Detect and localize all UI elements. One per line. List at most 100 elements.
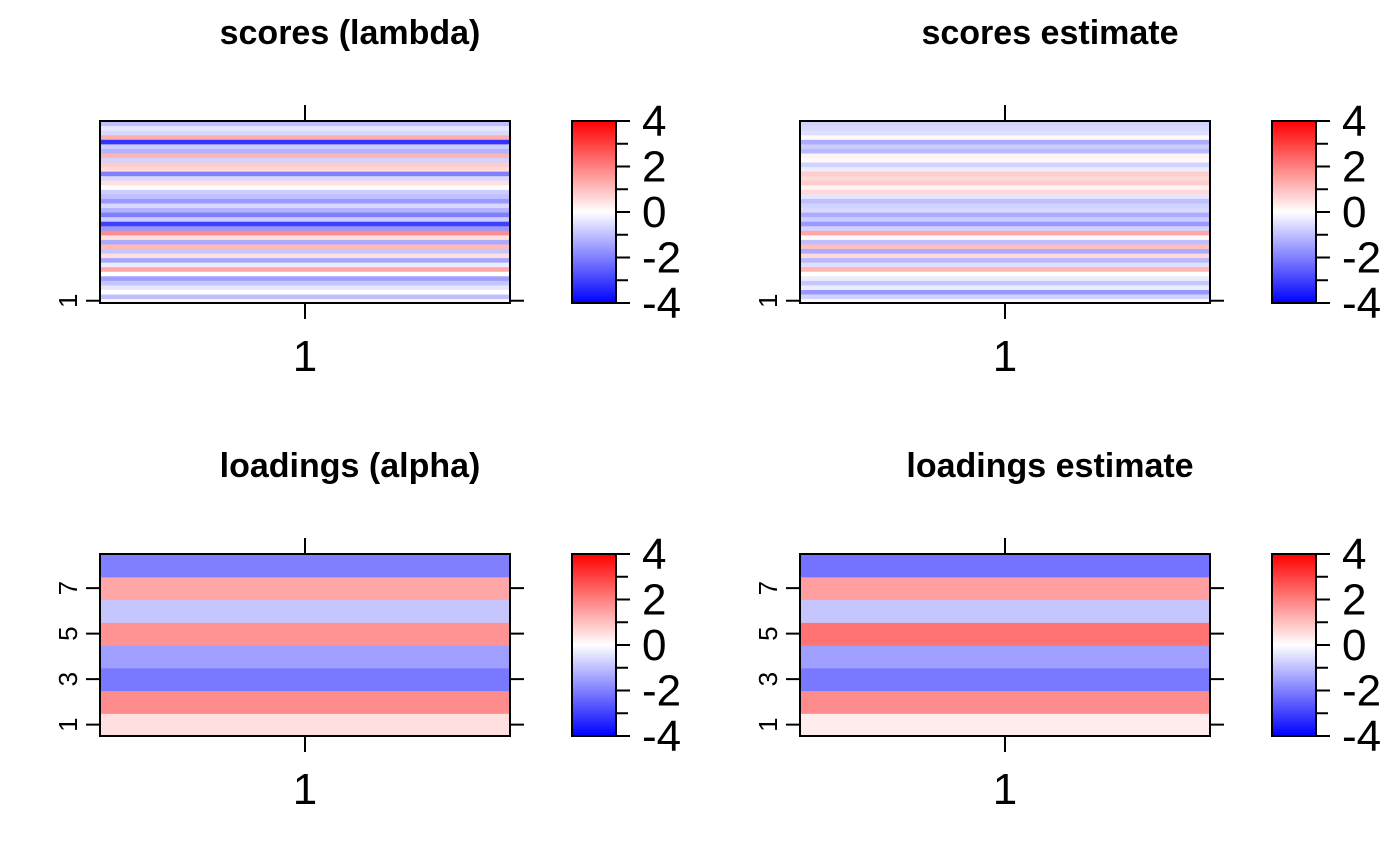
heatmap-cell — [100, 280, 510, 286]
y-tick-label: 1 — [53, 293, 83, 307]
legend-tick-label: 2 — [642, 576, 666, 625]
legend-tick-label: 2 — [1342, 143, 1366, 192]
heatmap-cell — [800, 284, 1210, 290]
heatmap-cell — [100, 599, 510, 623]
heatmap-cell — [100, 152, 510, 158]
heatmap-cell — [800, 225, 1210, 231]
heatmap-cell — [100, 257, 510, 263]
heatmap-cell — [100, 216, 510, 222]
heatmap-cell — [800, 576, 1210, 601]
legend-tick-label: 2 — [642, 143, 666, 192]
heatmap-cell — [800, 262, 1210, 268]
x-tick-label: 1 — [293, 332, 317, 381]
heatmap-cell — [100, 293, 510, 300]
heatmap-cell — [800, 152, 1210, 158]
heatmap-cell — [100, 139, 510, 145]
heatmap-cell — [100, 198, 510, 204]
legend-tick-label: 4 — [642, 97, 666, 146]
heatmap-cell — [100, 298, 510, 304]
x-tick-label: 1 — [293, 765, 317, 814]
heatmap-cell — [100, 184, 510, 190]
heatmap-cell — [800, 289, 1210, 295]
legend-tick-label: 2 — [1342, 576, 1366, 625]
heatmap-cell — [100, 289, 510, 295]
legend-tick-label: 0 — [1342, 188, 1366, 237]
color-legend-bar — [1271, 120, 1317, 304]
y-tick-label: 5 — [53, 626, 83, 640]
heatmap-cell — [800, 198, 1210, 204]
heatmap-cell — [800, 248, 1210, 254]
heatmap-cell — [800, 212, 1210, 218]
heatmap-cell — [800, 234, 1210, 240]
y-tick-label: 5 — [753, 626, 783, 640]
y-tick-label: 1 — [53, 717, 83, 731]
heatmap-panel-2: scores estimate 1 1 420-2-4 — [753, 14, 1381, 381]
heatmap-cell — [100, 252, 510, 259]
heatmap-panel-1: scores (lambda) 1 1 420-2-4 — [53, 14, 681, 381]
heatmap-cell — [100, 554, 510, 578]
legend-tick-label: 4 — [642, 530, 666, 579]
heatmap-cell — [100, 225, 510, 231]
heatmap-cell — [100, 262, 510, 268]
heatmap-cell — [800, 667, 1210, 692]
heatmap-cell — [100, 148, 510, 154]
heatmap-cell — [100, 130, 510, 136]
heatmap-cell — [100, 266, 510, 272]
y-tick-label: 7 — [753, 581, 783, 595]
legend-tick-label: 0 — [1342, 621, 1366, 670]
heatmap-cell — [800, 216, 1210, 222]
legend-tick-label: 0 — [642, 188, 666, 237]
heatmap-cell — [100, 121, 510, 127]
heatmap-cell — [800, 171, 1210, 177]
heatmap-cell — [100, 234, 510, 240]
heatmap-cell — [800, 130, 1210, 136]
heatmap-cell — [800, 166, 1210, 172]
heatmap-cell — [800, 207, 1210, 213]
heatmap-cell — [800, 202, 1210, 209]
legend-tick-label: -2 — [1342, 234, 1381, 283]
heatmap-cell — [800, 139, 1210, 145]
heatmap-cell — [100, 230, 510, 236]
legend-tick-label: -2 — [1342, 667, 1381, 716]
legend-tick-label: 4 — [1342, 530, 1366, 579]
heatmap-cell — [800, 161, 1210, 168]
heatmap-cell — [800, 180, 1210, 186]
heatmap-cell — [100, 576, 510, 601]
y-tick-label: 3 — [753, 672, 783, 686]
heatmap-cell — [800, 690, 1210, 714]
heatmap-cell — [800, 193, 1210, 199]
heatmap-panel-4: loadings estimate 1 1 3 5 7 420-2-4 — [753, 447, 1381, 814]
heatmap-cell — [100, 622, 510, 646]
heatmap-cell — [100, 212, 510, 218]
heatmap-cell — [800, 257, 1210, 263]
heatmap-cell — [800, 125, 1210, 131]
heatmap-cell — [100, 713, 510, 737]
heatmap-cell — [100, 271, 510, 277]
legend-tick-label: -4 — [1342, 712, 1381, 761]
legend-tick-label: -4 — [1342, 279, 1381, 328]
panel-title: loadings estimate — [906, 447, 1193, 485]
y-tick-label: 7 — [53, 581, 83, 595]
heatmap-cell — [800, 175, 1210, 181]
heatmap-cell — [100, 645, 510, 669]
heatmap-cell — [800, 121, 1210, 127]
x-tick-label: 1 — [993, 765, 1017, 814]
heatmap-cell — [800, 189, 1210, 195]
heatmap-cell — [100, 157, 510, 163]
heatmap-cell — [100, 275, 510, 281]
heatmap-cell — [100, 243, 510, 249]
legend-tick-label: -2 — [642, 667, 681, 716]
heatmap-cell — [100, 239, 510, 245]
heatmap-cell — [800, 554, 1210, 578]
heatmap-cell — [100, 175, 510, 181]
heatmap-panel-3: loadings (alpha) 1 1 3 5 7 420-2-4 — [53, 447, 681, 814]
heatmap-cell — [800, 184, 1210, 190]
color-legend-bar — [1271, 553, 1317, 737]
heatmap-cell — [100, 166, 510, 172]
heatmap-cell — [100, 667, 510, 692]
heatmap-cell — [800, 243, 1210, 249]
heatmap-cell — [800, 271, 1210, 277]
heatmap-cell — [100, 284, 510, 290]
heatmap-cell — [100, 180, 510, 186]
